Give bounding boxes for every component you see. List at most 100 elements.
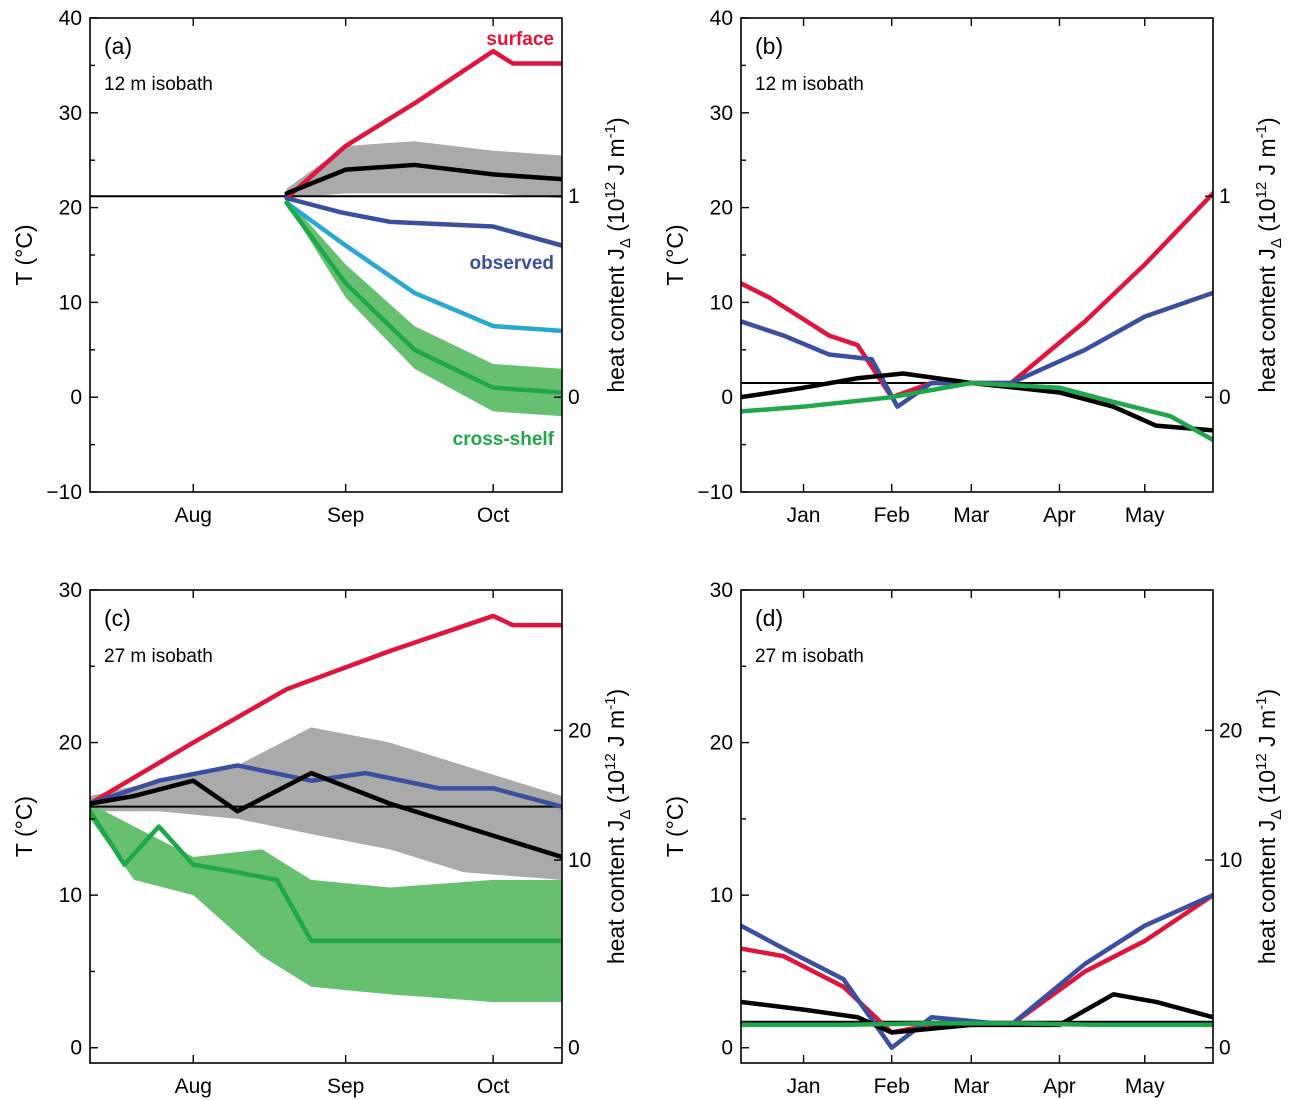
series-line-a-4 [284,200,562,395]
ytick-label-b--10: −10 [697,481,733,504]
uncertainty-band-c-1 [90,803,562,1002]
series-line-d-1 [741,892,1213,1050]
ylabel-right-part-a-1: Δ [617,238,634,248]
series-line-c-3 [90,808,562,944]
series-line-d-3 [741,1021,1213,1028]
ytick-right-label-b-0: 0 [1219,386,1231,409]
ylabel-c: T (°C) [11,796,37,857]
panel-subtitle-c: 27 m isobath [104,646,213,667]
xtick-label-d-Mar: Mar [953,1075,989,1098]
xtick-label-c-Oct: Oct [477,1075,510,1098]
panel-subtitle-b: 12 m isobath [755,74,864,95]
ytick-label-d-0: 0 [721,1037,733,1060]
ytick-right-label-c-0: 0 [568,1037,580,1060]
ylabel-right-d: heat content JΔ (1012 J m-1) [1253,689,1285,964]
panel-label-a: (a) [104,33,132,59]
ytick-right-label-d-10: 10 [1219,849,1242,872]
ylabel-right-part-d-0: heat content J [1254,820,1280,965]
ylabel-right-part-a-4: J m [603,138,629,181]
ylabel-right-part-b-3: 12 [1253,182,1270,199]
series-line-b-3 [741,380,1213,443]
panel-b: −10 0 10 20 30 40 0 1 Jan Feb Mar Apr May (b) 12 m iso… [662,7,1285,527]
panel-d: 0 10 20 30 0 10 20 Jan Feb Mar Apr May (d) 27 m isoba… [662,579,1285,1098]
ytick-label-d-20: 20 [710,732,733,755]
uncertainty-band-c-0 [90,727,562,880]
ylabel-right-part-d-5: -1 [1253,697,1270,710]
series-line-b-0 [741,191,1213,400]
series-line-a-0 [284,48,562,201]
ylabel-right-part-a-2: (10 [603,198,629,238]
ylabel-right-part-b-1: Δ [1268,238,1285,248]
panel-subtitle-a: 12 m isobath [104,74,213,95]
ytick-label-d-30: 30 [710,579,733,602]
series-line-c-1 [90,763,562,809]
panel-a: −10 0 10 20 30 40 0 1 Aug Sep Oct (a) 12 m isobath T … [11,7,634,527]
ylabel-right-part-c-4: J m [603,710,629,753]
series-line-a-1 [284,162,562,196]
ylabel-right-part-c-2: (10 [603,770,629,810]
ylabel-right-part-d-4: J m [1254,710,1280,753]
ylabel-right-part-c-0: heat content J [603,820,629,965]
ytick-right-label-c-10: 10 [568,849,591,872]
xtick-label-a-Aug: Aug [175,504,212,527]
ytick-right-label-c-20: 20 [568,719,591,742]
uncertainty-band-a-1 [286,198,562,417]
ylabel-right-b: heat content JΔ (1012 J m-1) [1253,117,1285,392]
ylabel-right-part-d-2: (10 [1254,770,1280,810]
series-line-b-1 [741,290,1213,409]
ytick-label-b-20: 20 [710,197,733,220]
xtick-label-b-Jan: Jan [787,504,821,527]
ylabel-right-part-a-5: -1 [602,125,619,138]
xtick-label-b-Apr: Apr [1043,504,1076,527]
plot-area-d [741,892,1213,1050]
plot-area-b [741,191,1213,443]
ylabel-a: T (°C) [11,224,37,285]
xtick-label-d-Jan: Jan [787,1075,821,1098]
ylabel-b: T (°C) [662,224,688,285]
xtick-label-d-Feb: Feb [874,1075,910,1098]
ylabel-d: T (°C) [662,796,688,857]
ylabel-right-part-c-5: -1 [602,697,619,710]
axes-frame-d [740,589,1214,1064]
ytick-label-a-30: 30 [59,102,82,125]
ytick-label-b-0: 0 [721,386,733,409]
ylabel-right-part-b-4: J m [1254,138,1280,181]
ytick-label-b-10: 10 [710,291,733,314]
plot-area-c [90,613,562,1002]
ytick-label-a-20: 20 [59,197,82,220]
ylabel-right-part-a-6: ) [603,117,629,125]
xtick-label-a-Sep: Sep [327,504,364,527]
ytick-right-label-a-0: 0 [568,386,580,409]
xtick-label-b-Feb: Feb [874,504,910,527]
xtick-label-b-Mar: Mar [953,504,989,527]
ylabel-right-part-a-0: heat content J [603,248,629,393]
plot-area-a [90,48,562,417]
ylabel-right-part-b-6: ) [1254,117,1280,125]
ylabel-right-part-c-3: 12 [602,753,619,770]
ylabel-right-part-d-6: ) [1254,689,1280,697]
xtick-label-d-May: May [1125,1075,1165,1098]
series-line-a-2 [284,195,562,248]
ylabel-right-part-c-1: Δ [617,810,634,820]
ytick-label-a--10: −10 [46,481,82,504]
ytick-right-label-d-20: 20 [1219,719,1242,742]
series-line-c-0 [90,613,562,806]
ylabel-right-part-d-3: 12 [1253,753,1270,770]
ylabel-right-part-b-5: -1 [1253,125,1270,138]
ytick-label-c-20: 20 [59,732,82,755]
ytick-label-c-10: 10 [59,884,82,907]
axes-frame-c [89,589,563,1064]
ytick-label-b-40: 40 [710,7,733,30]
ytick-label-c-0: 0 [70,1037,82,1060]
annotation-observed: observed [470,253,554,274]
ylabel-right-part-d-1: Δ [1268,810,1285,820]
ylabel-right-part-b-0: heat content J [1254,248,1280,393]
ytick-right-label-d-0: 0 [1219,1037,1231,1060]
ytick-label-d-10: 10 [710,884,733,907]
series-line-a-3 [284,200,562,334]
ytick-right-label-a-1: 1 [568,185,580,208]
ytick-right-label-b-1: 1 [1219,185,1231,208]
ylabel-right-a: heat content JΔ (1012 J m-1) [602,117,634,392]
xtick-label-c-Sep: Sep [327,1075,364,1098]
